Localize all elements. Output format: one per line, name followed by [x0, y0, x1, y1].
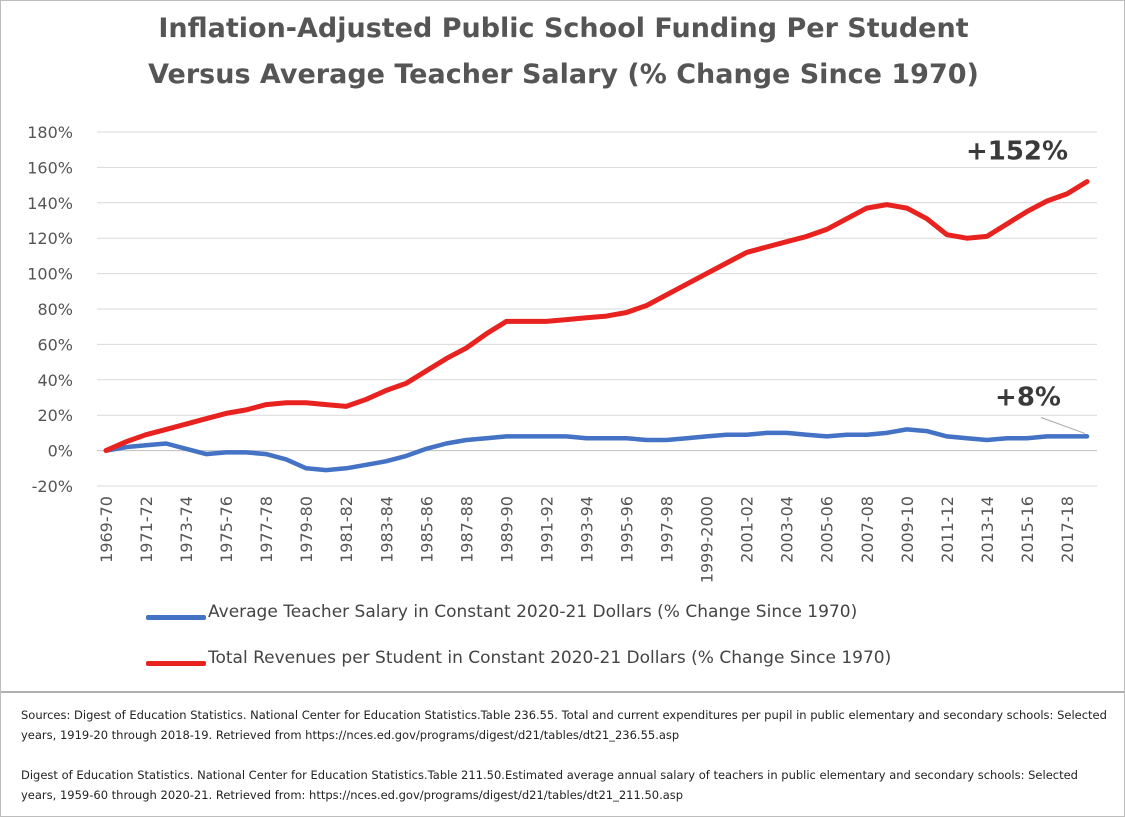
series-line-revenues — [103, 179, 1090, 454]
x-tick-label: 1969-70 — [97, 496, 116, 563]
x-tick-label: 1987-88 — [457, 496, 476, 563]
x-tick-label: 2017-18 — [1058, 496, 1077, 563]
x-tick-label: 1973-74 — [177, 496, 196, 563]
legend-swatch-teacher-salary — [146, 615, 206, 620]
x-tick-label: 2001-02 — [738, 496, 757, 563]
x-tick-label: 1983-84 — [377, 496, 396, 563]
x-tick-label: 1991-92 — [537, 496, 556, 563]
y-tick-label: 80% — [37, 300, 73, 319]
x-tick-label: 1997-98 — [658, 496, 677, 563]
x-tick-label: 2003-04 — [778, 496, 797, 563]
y-tick-label: 160% — [27, 158, 73, 177]
x-tick-label: 1989-90 — [497, 496, 516, 563]
x-tick-label: 1971-72 — [137, 496, 156, 563]
y-tick-label: 0% — [48, 442, 73, 461]
x-tick-label: 2009-10 — [898, 496, 917, 563]
annotation-label: +152% — [966, 137, 1068, 167]
x-tick-label: 1975-76 — [217, 496, 236, 563]
y-axis-tick-labels: 180% 160% 140% 120% 100% 80% 60% 40% 20% 0% -20% — [27, 123, 73, 496]
y-tick-label: 120% — [27, 229, 73, 248]
series-line-teacher-salary — [103, 427, 1090, 473]
legend-swatch-revenues — [146, 661, 206, 666]
chart-title-line-1: Inflation-Adjusted Public School Funding… — [158, 13, 969, 44]
x-tick-label: 2013-14 — [978, 496, 997, 563]
y-tick-label: 60% — [37, 335, 73, 354]
annotations: +152% +8% — [966, 137, 1086, 434]
x-tick-label: 1977-78 — [257, 496, 276, 563]
x-tick-label: 1999-2000 — [698, 496, 717, 583]
line-chart: 180% 160% 140% 120% 100% 80% 60% 40% 20% 0% -20% 1… — [27, 123, 1097, 583]
y-tick-label: 180% — [27, 123, 73, 142]
y-tick-label: 100% — [27, 265, 73, 284]
x-tick-label: 1979-80 — [297, 496, 316, 563]
legend-label-revenues: Total Revenues per Student in Constant 2… — [208, 648, 892, 668]
x-tick-label: 1981-82 — [337, 496, 356, 563]
gridlines — [97, 131, 1097, 487]
x-tick-label: 1985-86 — [417, 496, 436, 563]
annotation-label: +8% — [995, 383, 1061, 413]
x-tick-label: 2007-08 — [858, 496, 877, 563]
x-tick-label: 1995-96 — [618, 496, 637, 563]
y-tick-label: 20% — [37, 406, 73, 425]
chart-title-line-2: Versus Average Teacher Salary (% Change … — [148, 59, 979, 90]
series-lines — [103, 179, 1090, 473]
x-tick-label: 2011-12 — [938, 496, 957, 563]
divider — [1, 691, 1125, 693]
x-tick-label: 2015-16 — [1018, 496, 1037, 563]
source-note-1: Sources: Digest of Education Statistics.… — [21, 708, 1107, 742]
source-note-2: Digest of Education Statistics. National… — [21, 768, 1078, 802]
annotation-leader-line — [1040, 417, 1086, 434]
y-tick-label: -20% — [32, 477, 73, 496]
y-tick-label: 40% — [37, 371, 73, 390]
legend-label-teacher-salary: Average Teacher Salary in Constant 2020-… — [208, 602, 858, 622]
x-axis-tick-labels: 1969-70 1971-72 1973-74 1975-76 1977-78 1979-… — [97, 496, 1077, 583]
y-tick-label: 140% — [27, 194, 73, 213]
x-tick-label: 2005-06 — [818, 496, 837, 563]
x-tick-label: 1993-94 — [577, 496, 596, 563]
